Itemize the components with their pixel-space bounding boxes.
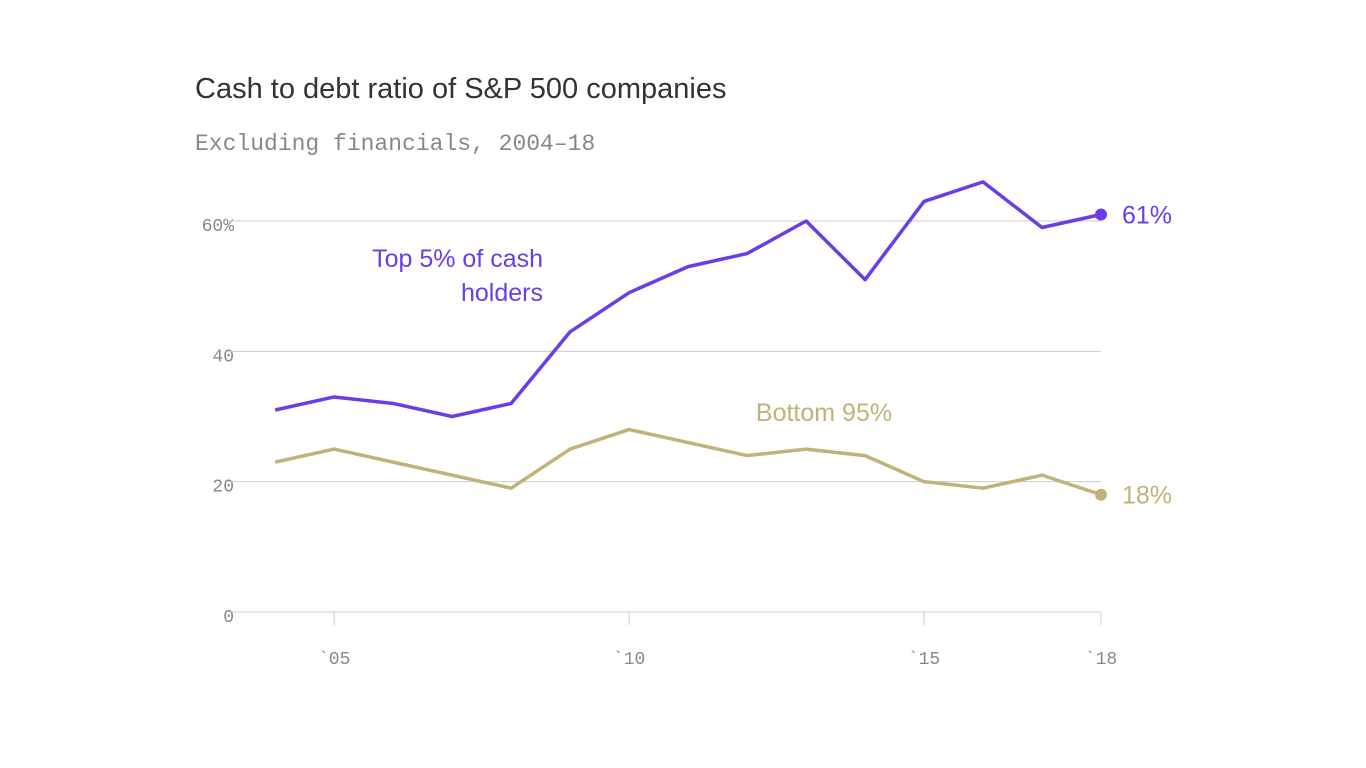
end-point — [1095, 488, 1107, 501]
chart-subtitle: Excluding financials, 2004–18 — [195, 131, 595, 157]
x-tick-label: `10 — [613, 650, 645, 670]
series-line — [274, 180, 1102, 419]
x-tick-label: `18 — [1085, 650, 1117, 670]
end-point — [1095, 208, 1107, 221]
series-label: Top 5% of cash holders — [372, 245, 543, 307]
value-label: 61% — [1122, 201, 1172, 229]
x-tick-label: `05 — [318, 650, 350, 670]
value-label: 18% — [1122, 482, 1172, 510]
y-tick-label: 60% — [202, 217, 235, 237]
y-tick-label: 0 — [223, 608, 234, 628]
chart-title: Cash to debt ratio of S&P 500 companies — [195, 73, 726, 105]
series-line — [274, 427, 1102, 497]
x-tick-label: `15 — [908, 650, 940, 670]
y-tick-label: 20 — [212, 478, 234, 498]
series-label: Bottom 95% — [755, 399, 893, 427]
y-tick-label: 40 — [212, 347, 234, 367]
